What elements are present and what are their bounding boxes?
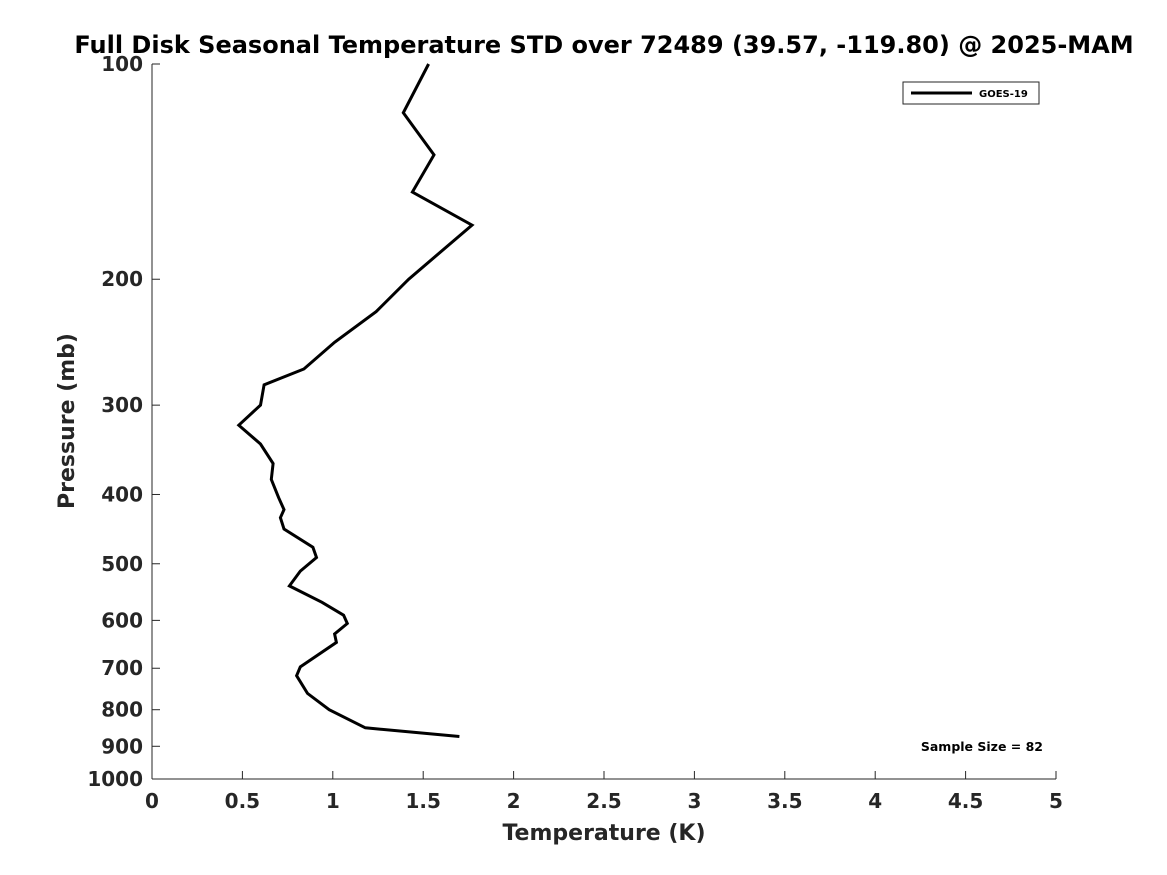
y-tick-label: 500 bbox=[101, 552, 143, 576]
x-tick-label: 4 bbox=[868, 789, 882, 813]
y-tick-label: 700 bbox=[101, 656, 143, 680]
x-axis-label: Temperature (K) bbox=[502, 821, 705, 846]
y-tick-label: 900 bbox=[101, 734, 143, 758]
legend: GOES-19 bbox=[902, 81, 1040, 105]
x-tick-label: 3.5 bbox=[767, 789, 802, 813]
chart-title: Full Disk Seasonal Temperature STD over … bbox=[74, 31, 1133, 59]
series-line-goes-19 bbox=[236, 63, 475, 738]
y-tick-label: 800 bbox=[101, 698, 143, 722]
x-tick-label: 2 bbox=[507, 789, 521, 813]
x-tick-label: 2.5 bbox=[586, 789, 621, 813]
series-layer bbox=[236, 63, 475, 738]
y-tick-label: 300 bbox=[101, 393, 143, 417]
x-tick-label: 5 bbox=[1049, 789, 1063, 813]
x-tick-label: 1.5 bbox=[405, 789, 440, 813]
y-tick-label: 600 bbox=[101, 608, 143, 632]
x-tick-label: 0 bbox=[145, 789, 159, 813]
y-tick-label: 400 bbox=[101, 482, 143, 506]
legend-label: GOES-19 bbox=[979, 89, 1028, 100]
y-ticks: 100 200 300 400 500 600 700 800 900 1000 bbox=[87, 52, 160, 791]
y-tick-label: 1000 bbox=[87, 767, 143, 791]
y-axis-label: Pressure (mb) bbox=[55, 333, 80, 509]
x-tick-label: 3 bbox=[687, 789, 701, 813]
y-tick-label: 100 bbox=[101, 52, 143, 76]
plot-area: 0 0.5 1 1.5 2 2.5 3 3.5 4 4.5 5 100 200 300 400 500 600… bbox=[87, 52, 1063, 813]
x-tick-label: 1 bbox=[326, 789, 340, 813]
x-tick-label: 0.5 bbox=[225, 789, 260, 813]
x-ticks: 0 0.5 1 1.5 2 2.5 3 3.5 4 4.5 5 bbox=[145, 771, 1063, 813]
x-tick-label: 4.5 bbox=[948, 789, 983, 813]
sample-size-annotation: Sample Size = 82 bbox=[921, 739, 1043, 754]
y-tick-label: 200 bbox=[101, 267, 143, 291]
